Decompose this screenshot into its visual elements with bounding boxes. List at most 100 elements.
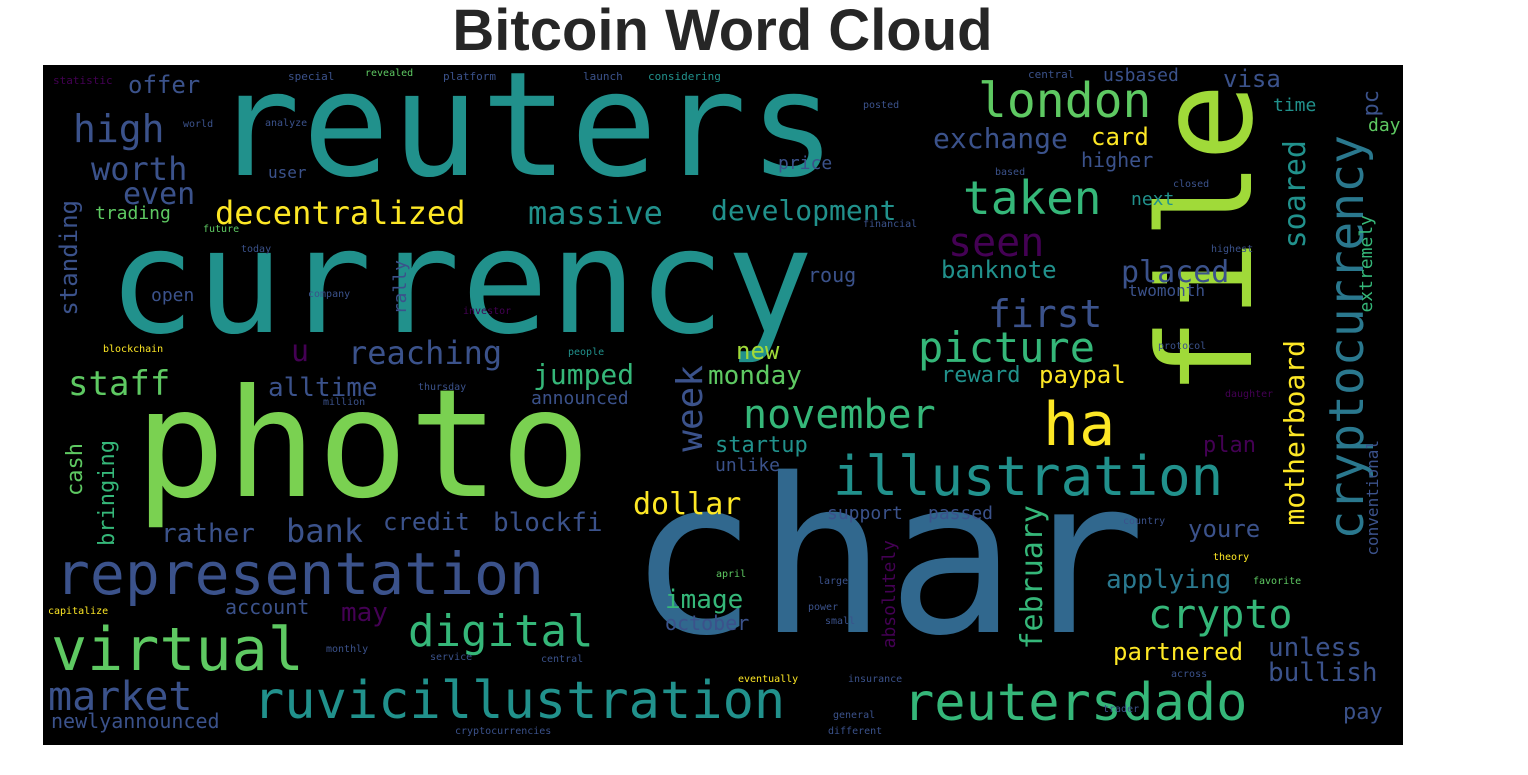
word-new: new xyxy=(736,337,780,365)
word-statistic: statistic xyxy=(53,74,113,87)
word-trading: trading xyxy=(95,203,171,224)
word-photo: photo xyxy=(135,358,592,532)
word-support: support xyxy=(827,503,903,524)
word-daughter: daughter xyxy=(1225,389,1274,400)
word-usbased: usbased xyxy=(1103,65,1179,86)
word-large: large xyxy=(818,576,849,587)
word-paypal: paypal xyxy=(1039,361,1126,389)
word-decentralized: decentralized xyxy=(215,194,466,232)
word-central-2: central xyxy=(541,654,584,665)
word-investor: investor xyxy=(463,306,512,317)
word-london: london xyxy=(978,73,1152,129)
word-open: open xyxy=(151,285,195,306)
word-monday: monday xyxy=(708,361,802,391)
word-higher: higher xyxy=(1081,148,1154,172)
word-pay: pay xyxy=(1343,700,1383,725)
word-future: future xyxy=(203,224,240,235)
word-unlike: unlike xyxy=(715,455,781,476)
word-banknote: banknote xyxy=(941,256,1057,284)
word-first: first xyxy=(988,292,1103,336)
word-launch: launch xyxy=(583,70,623,83)
word-platform: platform xyxy=(443,70,496,83)
word-announced: announced xyxy=(531,388,629,409)
word-week: week xyxy=(670,365,711,452)
word-financial: financial xyxy=(863,219,918,230)
word-trader: trader xyxy=(1103,704,1140,715)
word-million: million xyxy=(323,397,366,408)
word-visa: visa xyxy=(1223,65,1281,93)
word-pc: pc xyxy=(1359,90,1384,117)
word-eventually: eventually xyxy=(738,674,799,685)
word-february: february xyxy=(1015,505,1050,650)
word-blockfi: blockfi xyxy=(493,508,603,538)
word-unless: unless xyxy=(1268,633,1362,663)
word-ha: ha xyxy=(1043,390,1116,460)
word-rally: rally xyxy=(390,260,411,315)
word-jumped: jumped xyxy=(533,358,635,391)
word-absolutely: absolutely xyxy=(879,540,900,649)
word-reaching: reaching xyxy=(348,334,503,372)
word-extremely: extremely xyxy=(1356,215,1377,313)
word-cloud: reuters currency photo char file represe… xyxy=(43,65,1403,745)
word-price: price xyxy=(778,153,833,174)
word-virtual: virtual xyxy=(51,615,304,685)
word-illustration: illustration xyxy=(833,445,1224,508)
word-world: world xyxy=(183,119,214,130)
word-plan: plan xyxy=(1203,433,1256,458)
word-currency: currency xyxy=(108,198,815,367)
word-exchange: exchange xyxy=(933,122,1068,155)
word-considering: considering xyxy=(648,70,721,83)
word-closed: closed xyxy=(1173,179,1210,190)
word-country: country xyxy=(1123,516,1166,527)
word-blockchain: blockchain xyxy=(103,344,164,355)
word-may: may xyxy=(341,598,388,628)
word-motherboard: motherboard xyxy=(1278,340,1311,526)
word-standing: standing xyxy=(55,200,83,316)
word-analyze: analyze xyxy=(265,118,308,129)
word-startup: startup xyxy=(715,433,808,458)
word-time: time xyxy=(1273,95,1317,116)
word-seen: seen xyxy=(948,220,1045,266)
word-different: different xyxy=(828,726,883,737)
word-capitalize: capitalize xyxy=(48,606,109,617)
word-special: special xyxy=(288,70,335,83)
word-alltime: alltime xyxy=(268,373,378,403)
word-soared: soared xyxy=(1278,140,1313,249)
word-picture: picture xyxy=(918,323,1096,372)
word-theory: theory xyxy=(1213,552,1250,563)
word-card: card xyxy=(1091,123,1149,151)
word-reward: reward xyxy=(941,363,1021,388)
word-next: next xyxy=(1131,189,1175,210)
word-reutersdado: reutersdado xyxy=(903,673,1248,733)
word-october: october xyxy=(665,611,750,635)
word-offer: offer xyxy=(128,71,201,99)
word-bank: bank xyxy=(286,512,364,550)
word-revealed: revealed xyxy=(365,68,414,79)
word-service: service xyxy=(430,652,473,663)
word-partnered: partnered xyxy=(1113,638,1244,666)
word-u: u xyxy=(291,334,310,369)
word-reuters: reuters xyxy=(213,65,839,210)
word-ruvicillustration: ruvicillustration xyxy=(253,671,786,731)
word-central: central xyxy=(1028,68,1075,81)
word-based: based xyxy=(995,167,1026,178)
word-today: today xyxy=(241,244,272,255)
page-title: Bitcoin Word Cloud xyxy=(452,0,993,63)
word-conventional: conventional xyxy=(1363,440,1382,556)
word-small: small xyxy=(825,616,856,627)
word-char: char xyxy=(628,432,1146,683)
word-power: power xyxy=(808,602,839,613)
word-massive: massive xyxy=(528,194,663,232)
word-people: people xyxy=(568,347,605,358)
word-day: day xyxy=(1368,115,1401,136)
word-staff: staff xyxy=(68,364,171,404)
word-cash: cash xyxy=(63,443,88,496)
word-worth: worth xyxy=(91,150,188,188)
word-representation: representation xyxy=(55,540,544,608)
word-taken: taken xyxy=(963,171,1102,225)
word-bringing: bringing xyxy=(95,440,120,546)
word-dollar: dollar xyxy=(633,487,742,522)
word-monthly: monthly xyxy=(326,644,369,655)
word-digital: digital xyxy=(408,606,594,657)
word-roug: roug xyxy=(808,263,857,287)
